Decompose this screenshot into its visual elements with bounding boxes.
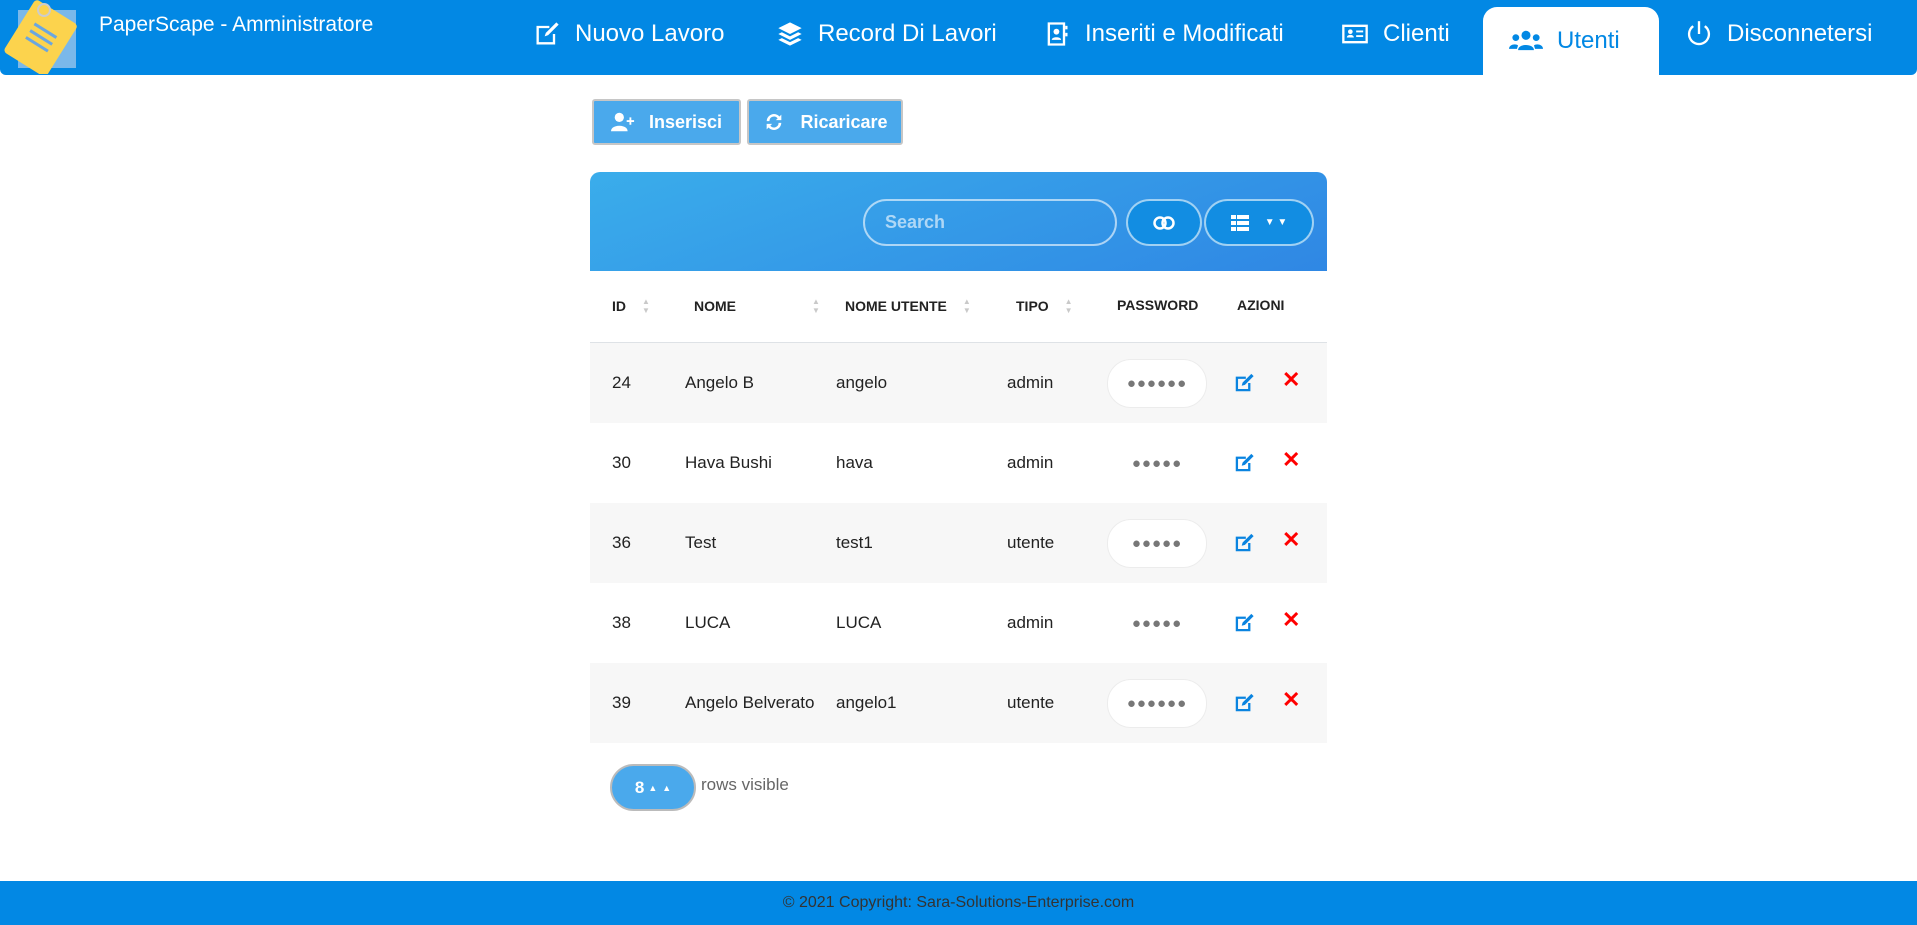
column-label: TIPO — [1016, 298, 1049, 314]
column-label: AZIONI — [1237, 297, 1285, 313]
cell-nome: Test — [685, 533, 717, 552]
edit-icon[interactable] — [1233, 612, 1255, 634]
cell-nome-utente: hava — [836, 453, 873, 472]
password-field[interactable]: ●●●●●● — [1107, 359, 1207, 408]
nav-utenti[interactable]: Utenti — [1483, 7, 1659, 75]
column-label: NOME — [694, 298, 736, 314]
delete-icon[interactable]: ✕ — [1282, 447, 1301, 472]
edit-icon[interactable] — [1233, 692, 1255, 714]
table-row: 36 Test test1 utente ●●●●● ✕ — [590, 503, 1327, 583]
column-header-nome[interactable]: NOME ▲ ▼ — [694, 297, 820, 315]
sort-icon: ▲ ▼ — [1064, 297, 1073, 315]
table-toolbar: Search ▼ ▼ — [590, 172, 1327, 271]
app-title: PaperScape - Amministratore — [99, 13, 374, 36]
edit-icon[interactable] — [1233, 452, 1255, 474]
nav-label: Inseriti e Modificati — [1085, 20, 1284, 47]
nav-inseriti-modificati[interactable]: Inseriti e Modificati — [1043, 0, 1284, 68]
cell-nome: Angelo Belverato — [685, 693, 815, 712]
nav-disconnetersi[interactable]: Disconnetersi — [1685, 0, 1872, 68]
nav-clienti[interactable]: Clienti — [1341, 0, 1450, 68]
copyright-text: © 2021 Copyright: Sara-Solutions-Enterpr… — [782, 894, 1135, 911]
address-book-icon — [1047, 22, 1068, 46]
cell-tipo: admin — [1007, 613, 1054, 632]
cell-nome: LUCA — [685, 613, 731, 632]
power-icon — [1687, 21, 1711, 46]
logo-icon — [4, 0, 77, 74]
delete-icon[interactable]: ✕ — [1282, 527, 1301, 552]
caret-up-icon: ▲ ▲ — [648, 782, 672, 793]
toggle-view-button[interactable] — [1126, 199, 1202, 246]
delete-icon[interactable]: ✕ — [1282, 607, 1301, 632]
edit-icon[interactable] — [1233, 372, 1255, 394]
search-placeholder: Search — [885, 212, 946, 232]
cell-tipo: utente — [1007, 693, 1055, 712]
page-size-value: 8 — [634, 777, 645, 797]
edit-icon[interactable] — [1233, 532, 1255, 554]
cell-id: 38 — [612, 613, 631, 632]
password-field[interactable]: ●●●●● — [1131, 455, 1183, 472]
nav-label: Utenti — [1557, 27, 1620, 54]
column-header-tipo[interactable]: TIPO ▲ ▼ — [1016, 297, 1073, 315]
insert-label: Inserisci — [648, 111, 723, 132]
delete-icon[interactable]: ✕ — [1282, 367, 1301, 392]
column-label: NOME UTENTE — [845, 298, 947, 314]
cell-id: 24 — [612, 373, 631, 392]
sync-icon — [767, 114, 782, 130]
cell-nome: Hava Bushi — [685, 453, 772, 472]
nav-record-di-lavori[interactable]: Record Di Lavori — [776, 0, 997, 68]
reload-button[interactable]: Ricaricare — [747, 99, 903, 145]
insert-button[interactable]: Inserisci — [592, 99, 741, 145]
table-row: 30 Hava Bushi hava admin ●●●●● ✕ — [590, 423, 1327, 503]
cell-nome-utente: angelo1 — [836, 693, 897, 712]
table-row: 38 LUCA LUCA admin ●●●●● ✕ — [590, 583, 1327, 663]
edit-icon — [536, 22, 559, 45]
nav-label: Clienti — [1383, 20, 1450, 47]
header-divider — [590, 342, 1327, 343]
table-row: 39 Angelo Belverato angelo1 utente ●●●●●… — [590, 663, 1327, 743]
nav-label: Record Di Lavori — [818, 20, 997, 47]
id-card-icon — [1342, 24, 1368, 44]
caret-down-icon: ▼ ▼ — [1264, 217, 1288, 228]
columns-dropdown-button[interactable]: ▼ ▼ — [1204, 199, 1314, 246]
page-size-button[interactable]: 8 ▲ ▲ — [610, 764, 696, 811]
users-icon — [1509, 30, 1543, 51]
nav-label: Disconnetersi — [1727, 20, 1873, 47]
cell-nome: Angelo B — [685, 373, 754, 392]
password-field[interactable]: ●●●●●● — [1107, 679, 1207, 728]
cell-tipo: admin — [1007, 373, 1054, 392]
nav-label: Nuovo Lavoro — [575, 20, 725, 47]
sort-icon: ▲ ▼ — [812, 297, 820, 315]
cell-tipo: utente — [1007, 533, 1055, 552]
column-header-nome-utente[interactable]: NOME UTENTE ▲ ▼ — [845, 297, 971, 315]
toggle-icon — [1153, 215, 1175, 230]
cell-tipo: admin — [1007, 453, 1054, 472]
search-input[interactable]: Search — [863, 199, 1117, 246]
reload-label: Ricaricare — [800, 111, 888, 132]
table-row: 24 Angelo B angelo admin ●●●●●● ✕ — [590, 343, 1327, 423]
delete-icon[interactable]: ✕ — [1282, 687, 1301, 712]
footer: © 2021 Copyright: Sara-Solutions-Enterpr… — [0, 881, 1917, 925]
column-label: PASSWORD — [1117, 297, 1199, 313]
column-header-password: PASSWORD — [1117, 297, 1198, 313]
column-header-id[interactable]: ID ▲ ▼ — [612, 297, 650, 315]
sort-icon: ▲ ▼ — [962, 297, 971, 315]
rows-visible-label: rows visible — [701, 775, 789, 794]
cell-id: 39 — [612, 693, 631, 712]
column-label: ID — [612, 298, 626, 314]
table-icon — [1230, 214, 1249, 231]
cell-id: 36 — [612, 533, 631, 552]
sort-icon: ▲ ▼ — [642, 297, 650, 315]
cell-nome-utente: test1 — [836, 533, 873, 552]
column-header-azioni: AZIONI — [1237, 297, 1284, 313]
password-field[interactable]: ●●●●● — [1107, 519, 1207, 568]
password-field[interactable]: ●●●●● — [1131, 615, 1183, 632]
nav-nuovo-lavoro[interactable]: Nuovo Lavoro — [533, 0, 724, 68]
cell-nome-utente: LUCA — [836, 613, 882, 632]
cell-nome-utente: angelo — [836, 373, 888, 392]
navbar: PaperScape - Amministratore Nuovo Lavoro… — [0, 0, 1917, 75]
user-plus-icon — [610, 112, 635, 132]
cell-id: 30 — [612, 453, 631, 472]
layers-icon — [778, 22, 802, 46]
